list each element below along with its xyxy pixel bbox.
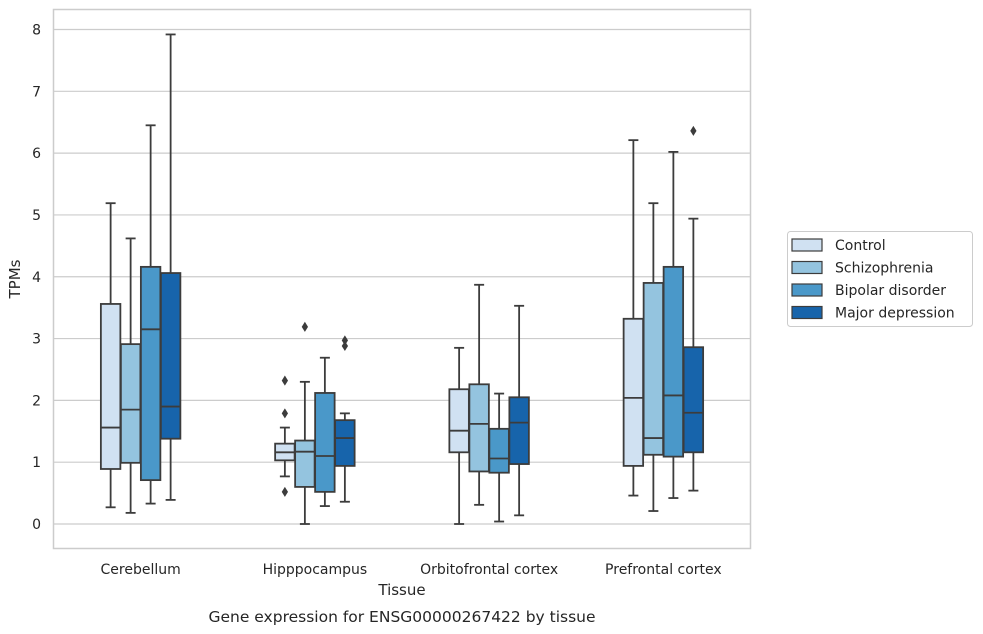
iqr-box [334,419,356,467]
plot-frame [52,8,752,550]
legend-item: Bipolar disorder [791,283,946,299]
iqr-box [448,388,470,454]
iqr-box [662,265,685,458]
legend-label: Major depression [835,306,955,322]
y-tick-label: 2 [32,393,41,409]
y-tick-labels: 0 1 2 3 4 5 6 7 8 [32,23,41,534]
legend-swatch [791,283,823,297]
box-schizophrenia [119,237,142,514]
iqr-box [488,427,510,474]
y-tick-label: 1 [32,455,41,471]
iqr-box [682,346,705,454]
outlier-point [690,125,697,136]
legend-swatch [791,260,823,275]
chart-caption: Gene expression for ENSG00000267422 by t… [208,608,595,626]
box-major-depression [508,304,530,517]
iqr-box [642,282,665,456]
box-control [274,375,296,497]
y-tick-label: 4 [32,270,41,286]
y-tick-label: 3 [32,332,41,348]
y-tick-label: 7 [32,84,41,100]
iqr-box [294,439,316,488]
y-tick-label: 6 [32,146,41,162]
iqr-box [622,317,645,467]
legend-item: Schizophrenia [791,260,933,277]
box-major-depression [334,335,356,503]
box-groups [99,33,705,525]
legend-label: Schizophrenia [835,261,933,277]
outlier-point [301,321,309,332]
box-control [99,202,122,509]
legend-label: Control [835,238,886,254]
y-axis-title: TPMs [6,259,24,299]
x-axis-title: Tissue [377,581,425,599]
box-bipolar-disorder [488,392,510,523]
x-tick-label: Orbitofrontal cortex [420,562,558,578]
iqr-box [314,392,336,493]
y-tick-label: 8 [32,23,41,39]
legend-label: Bipolar disorder [835,283,946,299]
iqr-box [99,303,122,470]
legend: Control Schizophrenia Bipolar disorder Majo… [787,231,973,327]
x-tick-label: Cerebellum [101,562,181,578]
box-schizophrenia [294,321,316,525]
y-tick-label: 0 [32,517,41,533]
legend-item: Control [791,238,886,254]
legend-swatch [791,238,823,252]
outlier-point [281,375,289,386]
legend-swatch [791,305,823,320]
iqr-box [139,265,162,482]
x-tick-label: Prefrontal cortex [605,562,722,578]
box-schizophrenia [468,283,490,506]
iqr-box [159,272,182,440]
legend-item: Major depression [791,305,955,322]
box-major-depression [159,33,182,501]
outlier-point [341,340,349,352]
iqr-box [119,343,142,464]
box-bipolar-disorder [314,356,336,507]
x-tick-labels: Cerebellum Hipppocampus Orbitofrontal cort… [101,562,722,578]
box-bipolar-disorder [139,124,162,505]
box-control [448,346,470,525]
box-schizophrenia [642,202,665,512]
outlier-point [281,408,289,419]
box-bipolar-disorder [662,150,685,499]
outlier-point [281,486,289,497]
outlier-point [341,335,349,346]
x-tick-label: Hipppocampus [263,562,368,578]
y-tick-label: 5 [32,208,41,224]
iqr-box [508,396,530,465]
iqr-box [468,383,490,473]
legend-frame [787,231,973,327]
box-major-depression [682,125,705,492]
box-control [622,139,645,497]
